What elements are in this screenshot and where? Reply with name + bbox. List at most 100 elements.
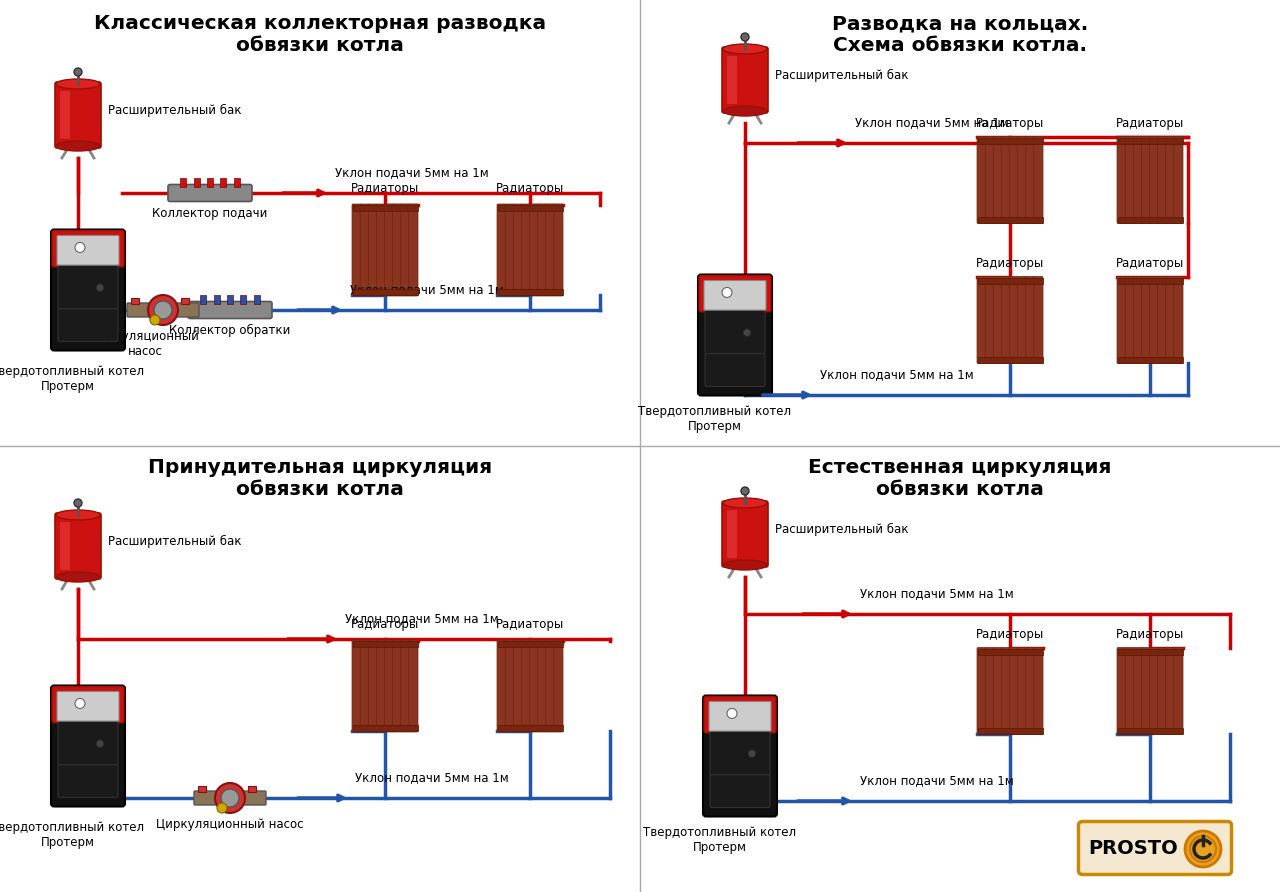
FancyBboxPatch shape xyxy=(727,56,737,104)
Bar xyxy=(193,178,200,186)
Bar xyxy=(978,277,1042,284)
FancyBboxPatch shape xyxy=(393,204,402,296)
FancyBboxPatch shape xyxy=(705,310,765,354)
FancyBboxPatch shape xyxy=(127,303,198,317)
Text: Радиаторы: Радиаторы xyxy=(1116,117,1184,130)
Text: Уклон подачи 5мм на 1м: Уклон подачи 5мм на 1м xyxy=(346,612,499,625)
FancyBboxPatch shape xyxy=(993,136,1002,224)
Text: Твердотопливный котел
Протерм: Твердотопливный котел Протерм xyxy=(0,821,145,849)
FancyBboxPatch shape xyxy=(1157,136,1167,224)
FancyBboxPatch shape xyxy=(55,82,101,148)
FancyBboxPatch shape xyxy=(1166,277,1175,364)
Circle shape xyxy=(722,287,732,297)
Text: Радиаторы: Радиаторы xyxy=(1116,257,1184,270)
Text: Коллектор обратки: Коллектор обратки xyxy=(169,324,291,337)
Bar xyxy=(498,205,562,211)
Circle shape xyxy=(148,295,178,325)
Bar xyxy=(352,205,417,211)
FancyBboxPatch shape xyxy=(538,640,547,732)
Text: Расширительный бак: Расширительный бак xyxy=(774,69,909,81)
FancyBboxPatch shape xyxy=(1174,277,1183,364)
FancyBboxPatch shape xyxy=(1166,648,1175,734)
FancyBboxPatch shape xyxy=(401,640,410,732)
FancyBboxPatch shape xyxy=(1025,136,1034,224)
FancyBboxPatch shape xyxy=(705,354,765,386)
FancyBboxPatch shape xyxy=(1125,277,1134,364)
FancyBboxPatch shape xyxy=(1018,648,1027,734)
FancyBboxPatch shape xyxy=(986,648,995,734)
FancyBboxPatch shape xyxy=(1142,648,1151,734)
Text: Радиаторы: Радиаторы xyxy=(351,182,419,195)
FancyBboxPatch shape xyxy=(977,648,986,734)
FancyBboxPatch shape xyxy=(698,275,772,395)
FancyBboxPatch shape xyxy=(986,136,995,224)
Ellipse shape xyxy=(56,510,100,520)
FancyBboxPatch shape xyxy=(530,640,539,732)
Bar xyxy=(978,137,1042,144)
FancyBboxPatch shape xyxy=(1157,277,1167,364)
FancyBboxPatch shape xyxy=(58,721,118,765)
Ellipse shape xyxy=(56,572,100,582)
Text: Принудительная циркуляция
обвязки котла: Принудительная циркуляция обвязки котла xyxy=(148,458,492,499)
FancyBboxPatch shape xyxy=(1166,136,1175,224)
Text: Уклон подачи 5мм на 1м: Уклон подачи 5мм на 1м xyxy=(860,587,1014,600)
Bar xyxy=(220,178,227,186)
Text: Уклон подачи 5мм на 1м: Уклон подачи 5мм на 1м xyxy=(820,368,974,381)
Circle shape xyxy=(1185,831,1221,867)
Text: Радиаторы: Радиаторы xyxy=(495,618,564,631)
Text: PROSTO: PROSTO xyxy=(1088,839,1178,858)
FancyBboxPatch shape xyxy=(1133,648,1142,734)
FancyBboxPatch shape xyxy=(1149,648,1158,734)
Ellipse shape xyxy=(723,106,767,116)
Bar xyxy=(180,298,189,304)
Text: Уклон подачи 5мм на 1м: Уклон подачи 5мм на 1м xyxy=(855,116,1009,129)
FancyBboxPatch shape xyxy=(727,510,737,558)
FancyBboxPatch shape xyxy=(1117,648,1126,734)
Text: Циркуляционный
насос: Циркуляционный насос xyxy=(91,330,200,358)
Text: Твердотопливный котел
Протерм: Твердотопливный котел Протерм xyxy=(644,826,796,854)
FancyBboxPatch shape xyxy=(52,687,124,723)
FancyBboxPatch shape xyxy=(1149,277,1158,364)
FancyBboxPatch shape xyxy=(58,235,119,265)
FancyBboxPatch shape xyxy=(52,230,124,267)
Circle shape xyxy=(76,243,84,252)
Bar xyxy=(498,725,562,731)
FancyBboxPatch shape xyxy=(369,640,378,732)
FancyBboxPatch shape xyxy=(1157,648,1167,734)
Circle shape xyxy=(1190,836,1216,862)
Bar xyxy=(978,648,1042,655)
Circle shape xyxy=(741,33,749,41)
FancyBboxPatch shape xyxy=(554,640,563,732)
FancyBboxPatch shape xyxy=(703,696,777,816)
FancyBboxPatch shape xyxy=(188,301,273,318)
FancyBboxPatch shape xyxy=(1125,136,1134,224)
FancyBboxPatch shape xyxy=(513,640,522,732)
Text: Уклон подачи 5мм на 1м: Уклон подачи 5мм на 1м xyxy=(355,771,508,784)
FancyBboxPatch shape xyxy=(993,648,1002,734)
Text: Радиаторы: Радиаторы xyxy=(975,117,1044,130)
Text: Уклон подачи 5мм на 1м: Уклон подачи 5мм на 1м xyxy=(860,774,1014,787)
FancyBboxPatch shape xyxy=(986,277,995,364)
FancyBboxPatch shape xyxy=(709,701,771,731)
Bar xyxy=(1117,277,1183,284)
FancyBboxPatch shape xyxy=(60,91,70,139)
Circle shape xyxy=(218,803,227,813)
Circle shape xyxy=(154,301,172,319)
Text: Расширительный бак: Расширительный бак xyxy=(774,523,909,535)
Text: Твердотопливный котел
Протерм: Твердотопливный котел Протерм xyxy=(639,405,791,433)
Bar xyxy=(352,289,417,295)
FancyBboxPatch shape xyxy=(58,265,118,310)
FancyBboxPatch shape xyxy=(352,640,361,732)
FancyBboxPatch shape xyxy=(1034,277,1043,364)
FancyBboxPatch shape xyxy=(195,791,266,805)
FancyBboxPatch shape xyxy=(554,204,563,296)
FancyBboxPatch shape xyxy=(722,501,768,567)
Ellipse shape xyxy=(723,44,767,54)
FancyBboxPatch shape xyxy=(55,513,101,579)
Bar xyxy=(1117,357,1183,362)
Bar xyxy=(227,294,233,303)
Circle shape xyxy=(150,315,160,325)
FancyBboxPatch shape xyxy=(1018,277,1027,364)
FancyBboxPatch shape xyxy=(545,640,554,732)
FancyBboxPatch shape xyxy=(352,204,361,296)
